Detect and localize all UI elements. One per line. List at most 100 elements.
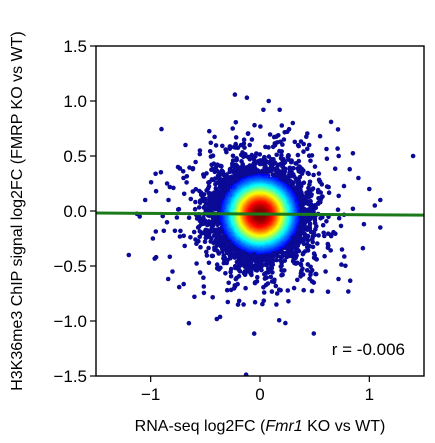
data-point bbox=[317, 133, 323, 139]
data-point bbox=[372, 203, 378, 208]
data-point bbox=[325, 289, 331, 295]
data-point bbox=[204, 249, 209, 255]
data-point bbox=[172, 228, 178, 234]
data-point bbox=[261, 298, 267, 304]
data-point bbox=[264, 275, 270, 280]
data-point bbox=[258, 124, 263, 129]
data-point bbox=[176, 284, 182, 290]
data-point bbox=[126, 252, 132, 258]
data-point bbox=[196, 205, 202, 210]
data-point bbox=[137, 214, 142, 219]
data-point bbox=[204, 171, 209, 176]
data-point bbox=[266, 98, 272, 104]
data-point bbox=[343, 263, 348, 269]
data-point bbox=[171, 185, 176, 191]
data-point bbox=[148, 180, 154, 185]
data-point bbox=[192, 294, 197, 300]
data-point bbox=[203, 196, 208, 202]
data-point bbox=[227, 146, 233, 151]
data-point bbox=[236, 298, 242, 304]
data-point bbox=[323, 269, 328, 274]
data-point bbox=[346, 289, 351, 294]
data-point bbox=[291, 285, 297, 291]
data-point bbox=[301, 149, 306, 154]
data-point bbox=[177, 234, 183, 239]
data-point bbox=[266, 145, 271, 150]
data-point bbox=[150, 236, 156, 241]
data-point bbox=[336, 193, 342, 199]
data-point bbox=[159, 126, 164, 132]
data-point bbox=[192, 206, 198, 212]
data-point bbox=[232, 263, 238, 269]
data-point bbox=[167, 184, 173, 190]
data-point bbox=[204, 253, 210, 258]
data-point bbox=[301, 287, 307, 293]
data-point bbox=[347, 166, 353, 172]
data-point bbox=[181, 281, 186, 287]
data-point bbox=[410, 153, 416, 159]
data-point bbox=[233, 120, 239, 125]
data-point bbox=[254, 279, 260, 284]
data-point bbox=[201, 275, 206, 281]
data-point bbox=[209, 236, 214, 241]
data-point bbox=[315, 241, 320, 246]
data-point bbox=[270, 144, 276, 150]
data-point bbox=[212, 134, 217, 140]
data-point bbox=[243, 372, 249, 376]
data-point bbox=[180, 169, 186, 174]
data-point bbox=[282, 130, 288, 135]
data-point bbox=[164, 220, 170, 225]
data-point bbox=[197, 148, 203, 153]
data-point bbox=[292, 139, 298, 145]
data-point bbox=[276, 287, 282, 293]
data-point bbox=[223, 176, 228, 182]
data-point bbox=[170, 269, 175, 274]
data-point bbox=[153, 171, 158, 177]
data-point bbox=[347, 278, 353, 284]
data-point bbox=[301, 141, 307, 147]
data-point bbox=[304, 268, 310, 273]
data-point bbox=[202, 239, 208, 244]
data-point bbox=[322, 253, 327, 259]
data-point bbox=[261, 290, 267, 295]
data-point bbox=[241, 154, 246, 159]
data-point bbox=[197, 270, 203, 275]
data-point bbox=[210, 295, 215, 300]
data-point bbox=[245, 131, 251, 137]
data-point bbox=[252, 122, 257, 128]
data-point bbox=[197, 151, 203, 157]
data-point bbox=[213, 143, 219, 148]
data-point bbox=[288, 159, 294, 165]
data-point bbox=[234, 157, 239, 163]
data-point bbox=[265, 281, 271, 286]
data-point bbox=[210, 153, 216, 158]
data-point bbox=[342, 254, 347, 259]
data-point bbox=[312, 164, 318, 169]
data-point bbox=[247, 156, 253, 162]
data-point bbox=[236, 273, 242, 279]
data-point bbox=[304, 190, 309, 195]
data-point bbox=[201, 284, 207, 289]
data-point bbox=[243, 285, 248, 291]
data-point bbox=[207, 149, 213, 154]
data-point bbox=[299, 257, 305, 263]
data-point bbox=[307, 276, 312, 282]
data-point bbox=[311, 331, 317, 336]
data-point bbox=[230, 126, 235, 131]
data-point bbox=[166, 197, 171, 203]
data-point bbox=[164, 181, 170, 186]
data-point bbox=[295, 181, 301, 187]
data-point bbox=[142, 197, 148, 203]
data-point bbox=[332, 166, 338, 171]
data-point bbox=[316, 196, 321, 201]
data-point bbox=[318, 216, 323, 221]
data-point bbox=[300, 266, 305, 272]
data-point bbox=[316, 171, 322, 176]
data-point bbox=[277, 148, 282, 154]
data-point bbox=[296, 168, 302, 174]
data-point bbox=[324, 156, 330, 161]
data-point bbox=[279, 123, 285, 128]
data-point bbox=[273, 283, 279, 289]
data-point bbox=[228, 273, 234, 279]
